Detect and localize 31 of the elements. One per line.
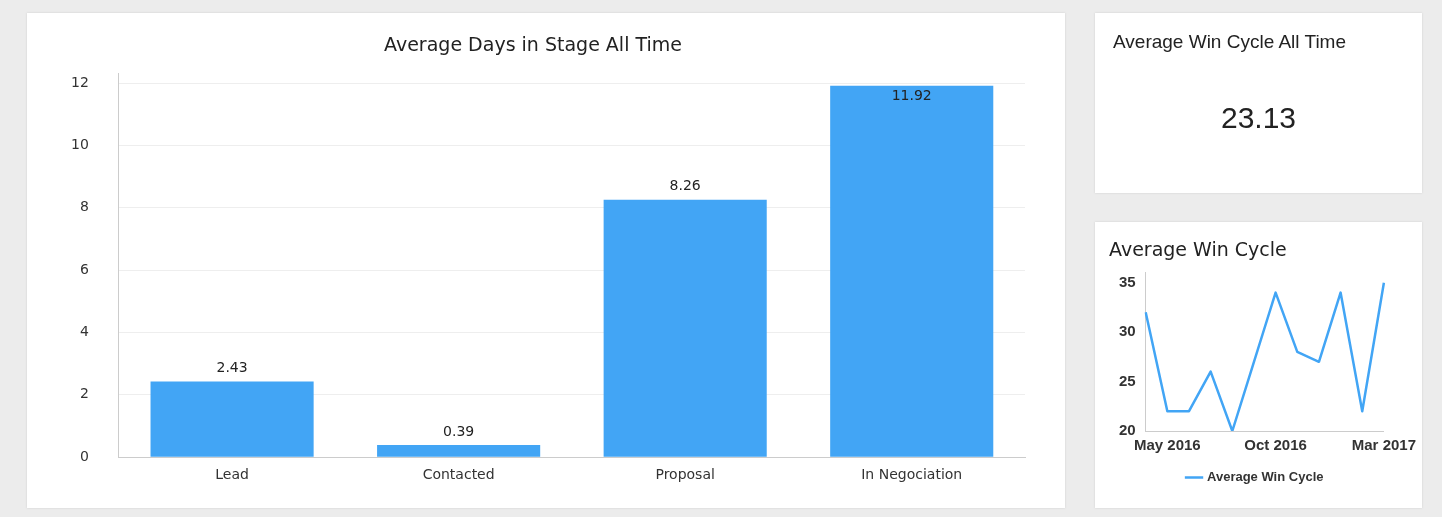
y-tick-label: 20 [1119, 421, 1136, 439]
y-tick-label: 6 [79, 260, 89, 277]
y-tick-label: 0 [79, 447, 89, 464]
x-tick-label: Contacted [422, 466, 495, 483]
y-tick-label: 8 [79, 198, 89, 215]
y-tick-label: 25 [1119, 371, 1136, 389]
data-label: 8.26 [669, 177, 701, 194]
bar [603, 199, 767, 457]
bar [150, 381, 314, 457]
y-tick-label: 10 [70, 136, 89, 153]
x-tick-label: May 2016 [1133, 436, 1201, 454]
y-tick-label: 2 [79, 385, 89, 402]
data-label: 0.39 [443, 422, 475, 439]
y-tick-label: 4 [79, 323, 89, 340]
y-tick-label: 30 [1119, 322, 1136, 340]
data-label: 11.92 [891, 87, 932, 104]
x-tick-label: Mar 2017 [1351, 436, 1416, 454]
legend-label: Average Win Cycle [1207, 469, 1324, 485]
text: Average Win Cycle All Time [1113, 31, 1347, 53]
bar [830, 85, 994, 457]
x-tick-label: In Negociation [861, 466, 963, 483]
text: 23.13 [1219, 101, 1298, 135]
data-label: 2.43 [216, 359, 248, 376]
x-tick-label: Oct 2016 [1244, 436, 1307, 454]
y-tick-label: 35 [1119, 272, 1136, 290]
bar [377, 445, 541, 457]
x-tick-label: Proposal [655, 466, 715, 483]
chart-title: Average Days in Stage All Time [384, 33, 682, 56]
x-tick-label: Lead [215, 466, 249, 483]
chart-title: Average Win Cycle [1109, 238, 1287, 261]
y-tick-label: 12 [70, 73, 89, 90]
